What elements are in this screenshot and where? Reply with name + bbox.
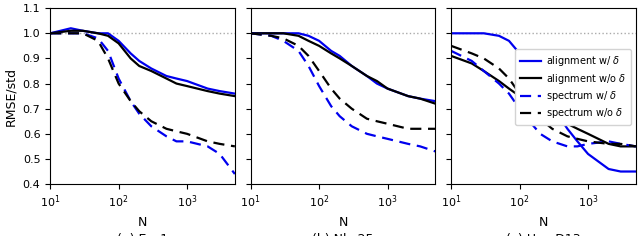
Text: (b) Nkx25: (b) Nkx25	[312, 233, 374, 236]
Y-axis label: RMSE/std: RMSE/std	[4, 67, 17, 126]
Legend: alignment w/ $\delta$, alignment w/o $\delta$, spectrum w/ $\delta$, spectrum w/: alignment w/ $\delta$, alignment w/o $\d…	[515, 49, 631, 125]
Text: (a) Esx1: (a) Esx1	[117, 233, 168, 236]
X-axis label: N: N	[539, 216, 548, 229]
Text: (c) Hox-D13: (c) Hox-D13	[506, 233, 581, 236]
X-axis label: N: N	[138, 216, 147, 229]
X-axis label: N: N	[339, 216, 348, 229]
